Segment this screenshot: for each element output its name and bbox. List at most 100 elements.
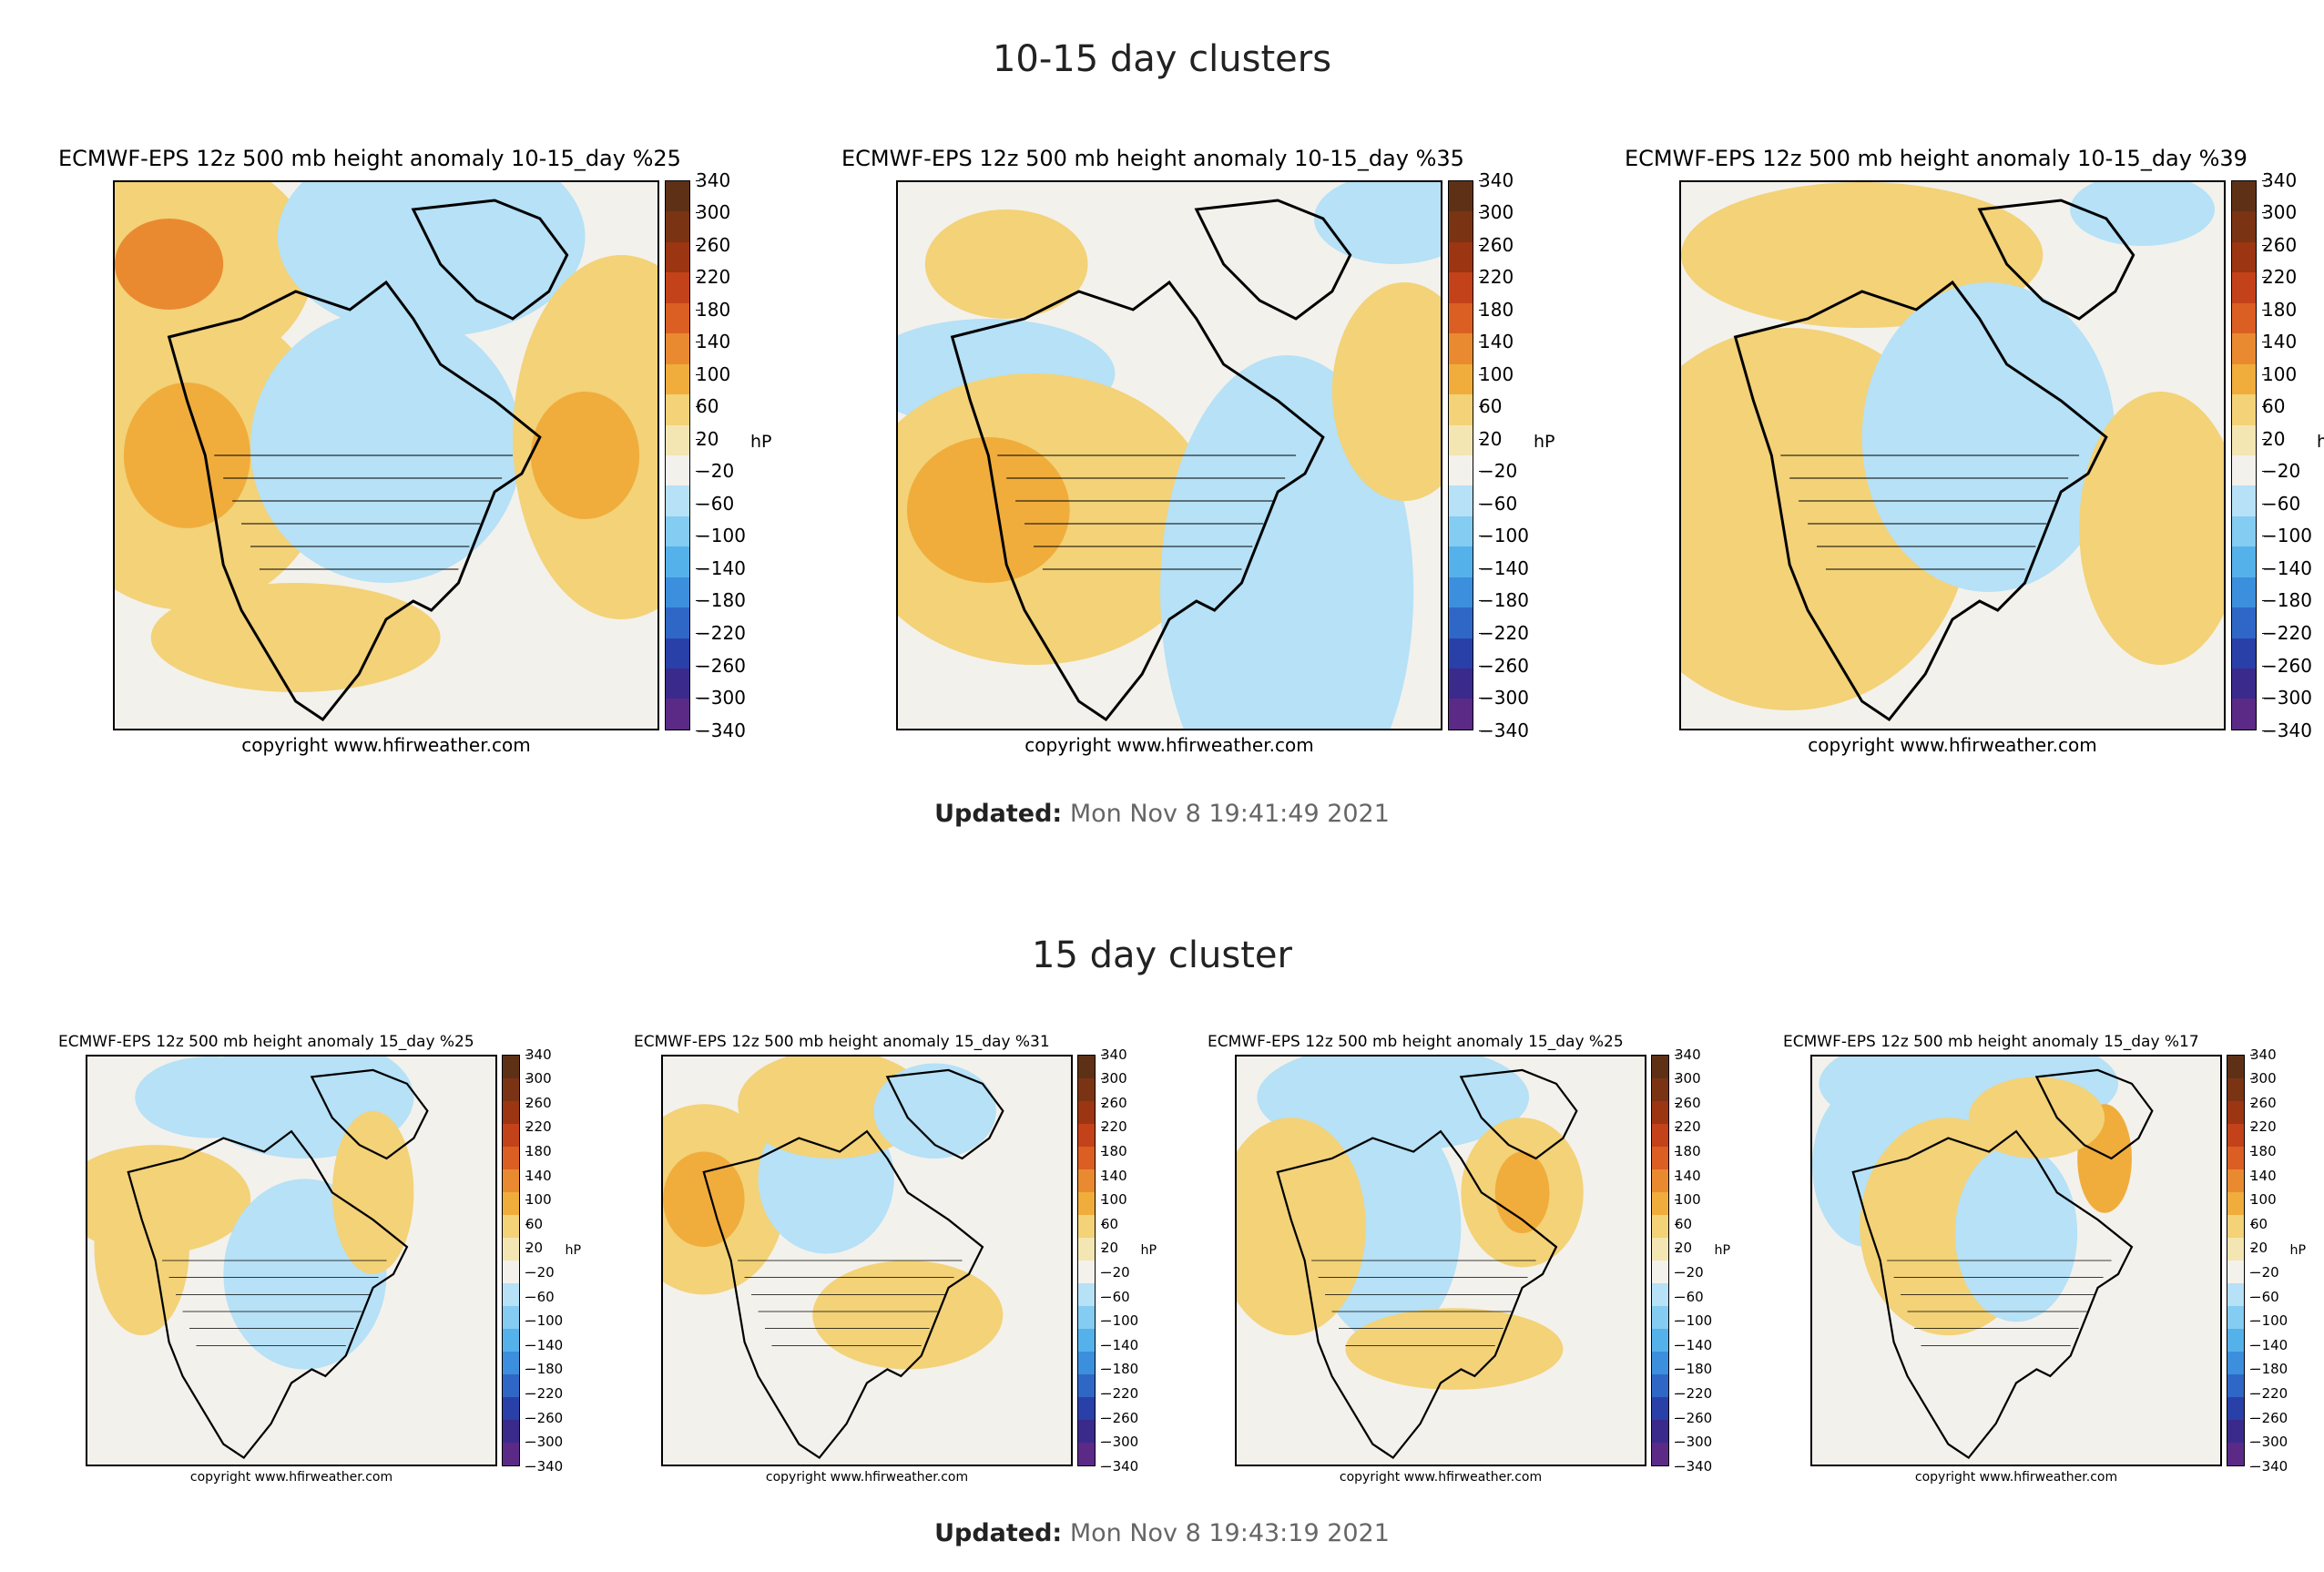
colorbar-tick-label: −220 (1675, 1384, 1713, 1402)
colorbar-segment (1652, 1306, 1668, 1329)
colorbar-segment (2227, 1101, 2244, 1124)
colorbar-segment (2227, 1238, 2244, 1261)
colorbar-tick-label: −340 (1675, 1457, 1713, 1475)
colorbar-tick-label: 100 (525, 1191, 552, 1209)
colorbar-segment (503, 1420, 519, 1443)
colorbar-segment (1449, 241, 1473, 273)
colorbar-segment (2232, 577, 2256, 608)
updated-timestamp-1: Updated: Mon Nov 8 19:41:49 2021 (0, 800, 2324, 828)
anomaly-contour (150, 583, 441, 692)
colorbar-tick-label: 140 (696, 331, 731, 353)
colorbar-tick-label: 340 (2262, 168, 2298, 191)
colorbar-tick-label: 20 (525, 1240, 544, 1257)
colorbar (1077, 1055, 1096, 1466)
colorbar-tick-label: −260 (525, 1409, 564, 1426)
colorbar-segment (1078, 1283, 1095, 1306)
colorbar-segment (2227, 1078, 2244, 1101)
anomaly-contour (738, 1057, 929, 1159)
copyright-label: copyright www.hfirweather.com (765, 1470, 969, 1485)
colorbar-segment (2227, 1169, 2244, 1192)
anomaly-map (1679, 180, 2226, 730)
colorbar-segment (666, 363, 689, 395)
colorbar-segment (666, 515, 689, 547)
updated-label: Updated: (934, 1519, 1063, 1547)
colorbar-segment (1449, 272, 1473, 303)
anomaly-contour (1494, 1151, 1550, 1234)
colorbar-tick-label: −220 (2262, 622, 2312, 644)
colorbar-segment (503, 1397, 519, 1420)
colorbar-segment (2227, 1329, 2244, 1352)
colorbar-segment (2232, 394, 2256, 425)
colorbar-segment (2227, 1420, 2244, 1443)
colorbar-segment (1078, 1215, 1095, 1238)
colorbar-segment (1449, 577, 1473, 608)
anomaly-map-graphic (1681, 182, 2224, 722)
colorbar-tick-label: 100 (1101, 1191, 1127, 1209)
anomaly-contour (250, 310, 522, 583)
colorbar-segment (666, 181, 689, 212)
colorbar-tick-label: −260 (2250, 1409, 2288, 1426)
colorbar-tick-label: −140 (2262, 556, 2312, 579)
colorbar (665, 180, 690, 730)
colorbar-segment (1078, 1124, 1095, 1147)
colorbar-segment (2232, 638, 2256, 669)
colorbar-segment (1078, 1374, 1095, 1397)
colorbar-segment (2232, 181, 2256, 212)
colorbar-tick-label: −60 (1101, 1288, 1130, 1305)
colorbar-tick-label: 60 (1675, 1215, 1693, 1232)
colorbar-segment (666, 424, 689, 455)
colorbar-segment (2227, 1283, 2244, 1306)
colorbar-segment (1652, 1078, 1668, 1101)
colorbar-segment (503, 1352, 519, 1374)
colorbar-segment (1078, 1261, 1095, 1283)
colorbar-tick-label: −20 (525, 1263, 555, 1281)
colorbar-tick-label: −100 (2262, 525, 2312, 547)
colorbar-segment (1449, 699, 1473, 730)
colorbar-tick-label: 300 (525, 1070, 552, 1087)
colorbar-tick-label: 60 (525, 1215, 544, 1232)
colorbar-tick-label: −60 (1675, 1288, 1704, 1305)
colorbar-segment (666, 454, 689, 486)
colorbar-segment (503, 1124, 519, 1147)
colorbar-segment (666, 302, 689, 334)
colorbar-tick-label: 340 (1675, 1046, 1701, 1063)
panel-title: ECMWF-EPS 12z 500 mb height anomaly 10-1… (1625, 146, 2248, 171)
colorbar-tick-label: 180 (1479, 298, 1514, 321)
greenland-coastline (310, 1068, 429, 1160)
anomaly-map-graphic (115, 182, 657, 722)
anomaly-map-graphic (87, 1057, 429, 1460)
colorbar-tick-label: 260 (1479, 233, 1514, 256)
anomaly-contour (1954, 1145, 2078, 1322)
colorbar-segment (503, 1261, 519, 1283)
colorbar-segment (2232, 333, 2256, 364)
colorbar-tick-label: 180 (1101, 1143, 1127, 1160)
colorbar (1448, 180, 1473, 730)
colorbar (2227, 1055, 2245, 1466)
colorbar-segment (1449, 394, 1473, 425)
colorbar-tick-label: 20 (1101, 1240, 1119, 1257)
colorbar-tick-label: −100 (696, 525, 746, 547)
colorbar-tick-label: −220 (1101, 1384, 1139, 1402)
colorbar-segment (2227, 1147, 2244, 1169)
colorbar-segment (1449, 454, 1473, 486)
colorbar-segment (503, 1238, 519, 1261)
colorbar-tick-label: −60 (2262, 492, 2301, 515)
colorbar-segment (1449, 363, 1473, 395)
colorbar-segment (1652, 1397, 1668, 1420)
colorbar-segment (2227, 1306, 2244, 1329)
greenland-coastline (1194, 199, 1352, 321)
colorbar-segment (1652, 1443, 1668, 1465)
colorbar-segment (2227, 1261, 2244, 1283)
colorbar-segment (503, 1215, 519, 1238)
greenland-coastline (411, 199, 569, 321)
colorbar-tick-label: −220 (2250, 1384, 2288, 1402)
anomaly-map (1810, 1055, 2222, 1466)
colorbar-segment (2232, 515, 2256, 547)
anomaly-map-graphic (1812, 1057, 2154, 1460)
updated-label: Updated: (934, 800, 1063, 828)
colorbar-tick-label: 260 (525, 1094, 552, 1111)
greenland-coastline (885, 1068, 1004, 1160)
colorbar-tick-label: 20 (1675, 1240, 1693, 1257)
colorbar-tick-label: 300 (2262, 201, 2298, 224)
copyright-label: copyright www.hfirweather.com (1024, 734, 1314, 756)
